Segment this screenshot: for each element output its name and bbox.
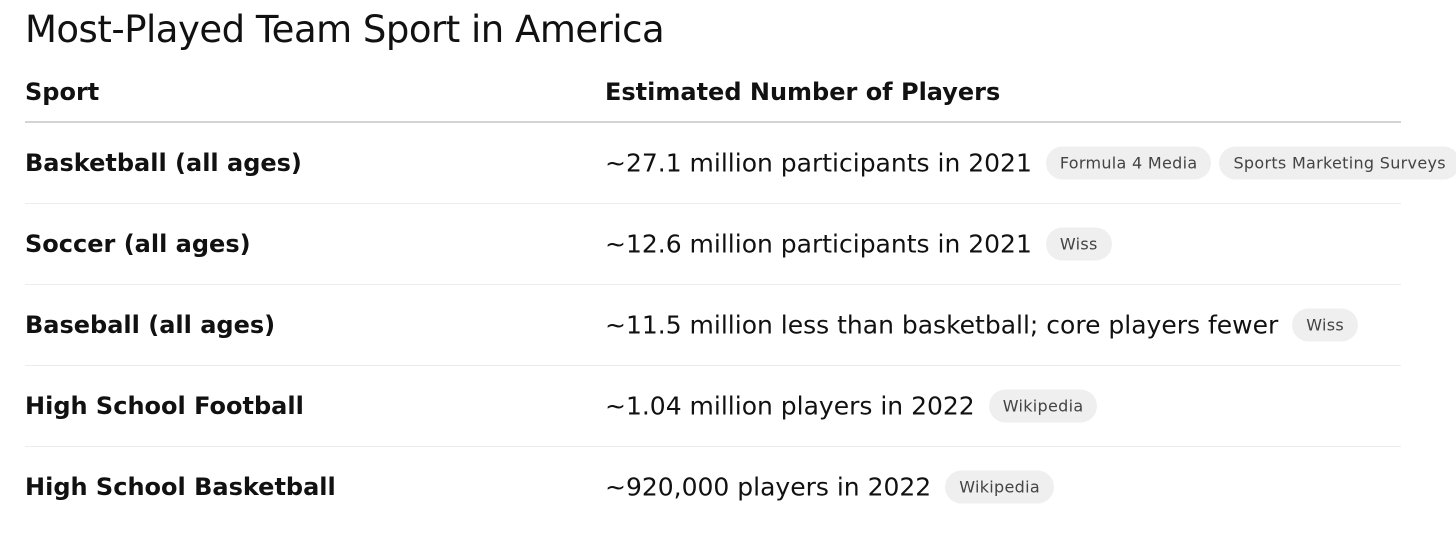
source-badge[interactable]: Sports Marketing Surveys	[1219, 146, 1456, 180]
sport-cell: Soccer (all ages)	[25, 230, 251, 258]
column-header-players: Estimated Number of Players	[605, 77, 1001, 106]
table-row: Basketball (all ages) ~27.1 million part…	[25, 123, 1456, 204]
table-header-row: Sport Estimated Number of Players	[25, 62, 1401, 123]
players-value: ~27.1 million participants in 2021	[605, 148, 1032, 178]
players-cell: ~920,000 players in 2022 Wikipedia	[605, 470, 1062, 504]
source-badge[interactable]: Wikipedia	[988, 389, 1098, 423]
source-badge[interactable]: Wikipedia	[945, 470, 1054, 504]
players-value: ~12.6 million participants in 2021	[605, 229, 1032, 259]
players-cell: ~1.04 million players in 2022 Wikipedia	[605, 389, 1105, 423]
players-value: ~920,000 players in 2022	[605, 472, 932, 502]
source-badge[interactable]: Wiss	[1045, 227, 1112, 261]
source-badge[interactable]: Wiss	[1292, 308, 1359, 342]
players-cell: ~11.5 million less than basketball; core…	[605, 308, 1366, 342]
table-row: Baseball (all ages) ~11.5 million less t…	[25, 285, 1401, 366]
sport-cell: Baseball (all ages)	[25, 311, 276, 339]
sport-cell: Basketball (all ages)	[25, 149, 302, 177]
players-value: ~1.04 million players in 2022	[605, 391, 975, 421]
players-cell: ~27.1 million participants in 2021 Formu…	[605, 146, 1456, 180]
source-badge[interactable]: Formula 4 Media	[1045, 146, 1212, 180]
table-row: High School Basketball ~920,000 players …	[25, 447, 1401, 527]
page-title: Most-Played Team Sport in America	[25, 8, 665, 51]
sport-cell: High School Basketball	[25, 473, 336, 501]
players-value: ~11.5 million less than basketball; core…	[605, 310, 1279, 340]
sport-cell: High School Football	[25, 392, 304, 420]
sports-table: Sport Estimated Number of Players Basket…	[25, 62, 1456, 527]
column-header-sport: Sport	[25, 77, 100, 106]
players-cell: ~12.6 million participants in 2021 Wiss	[605, 227, 1120, 261]
table-row: Soccer (all ages) ~12.6 million particip…	[25, 204, 1401, 285]
table-row: High School Football ~1.04 million playe…	[25, 366, 1401, 447]
